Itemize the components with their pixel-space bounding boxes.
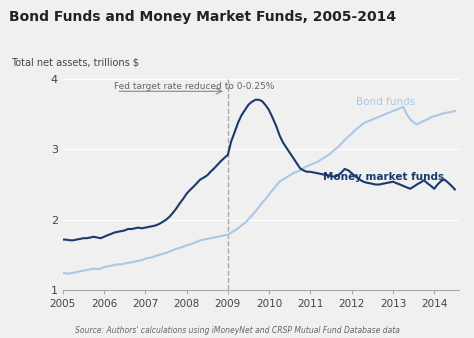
Text: Bond funds: Bond funds xyxy=(356,97,415,107)
Text: Money market funds: Money market funds xyxy=(323,172,444,182)
Text: Fed target rate reduced to 0-0.25%: Fed target rate reduced to 0-0.25% xyxy=(114,81,275,91)
Text: Source: Authors' calculations using iMoneyNet and CRSP Mutual Fund Database data: Source: Authors' calculations using iMon… xyxy=(74,325,400,335)
Text: Bond Funds and Money Market Funds, 2005-2014: Bond Funds and Money Market Funds, 2005-… xyxy=(9,10,397,24)
Text: Total net assets, trillions $: Total net assets, trillions $ xyxy=(11,58,139,68)
